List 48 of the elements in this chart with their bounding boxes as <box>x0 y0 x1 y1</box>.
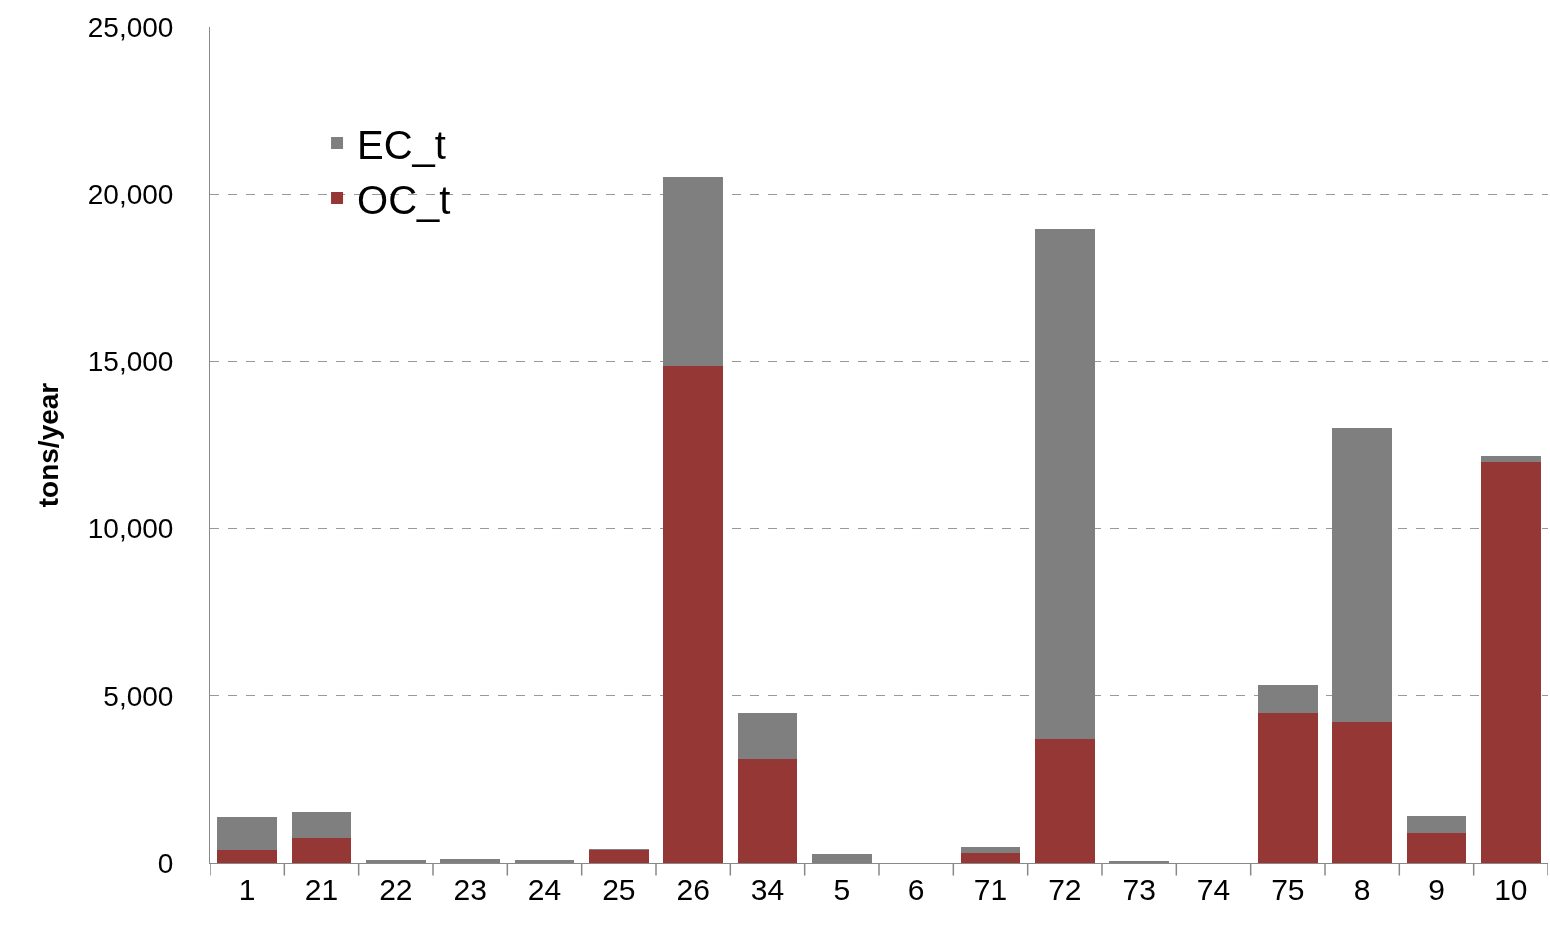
x-tick-label: 34 <box>750 873 785 906</box>
bar <box>1035 229 1095 739</box>
bar <box>1406 815 1467 833</box>
x-tick-label: 72 <box>1048 873 1082 906</box>
bar <box>737 759 798 863</box>
x-tick-label: 73 <box>1122 873 1156 906</box>
y-tick-label: 25,000 <box>87 11 174 43</box>
x-tick-label: 74 <box>1196 873 1231 906</box>
x-tick-label: 10 <box>1494 873 1528 906</box>
x-tick-label: 25 <box>602 873 636 906</box>
y-tick-label: 20,000 <box>87 179 174 210</box>
bar <box>663 366 723 863</box>
x-tick-label: 6 <box>907 873 925 906</box>
legend-label: EC_t <box>357 122 446 167</box>
bar <box>217 816 277 850</box>
x-tick-label: 1 <box>238 873 256 906</box>
y-tick-label: 0 <box>157 847 174 879</box>
bar <box>1258 684 1318 713</box>
bar <box>1258 712 1318 863</box>
bar <box>663 177 723 367</box>
x-tick-label: 22 <box>379 873 413 906</box>
bar <box>1035 738 1095 863</box>
bar <box>1481 462 1541 863</box>
bar <box>1406 832 1467 863</box>
bar <box>217 849 277 863</box>
y-tick-label: 15,000 <box>87 346 174 378</box>
bar <box>737 712 798 759</box>
x-tick-label: 21 <box>304 873 339 906</box>
legend-label: OC_t <box>357 177 451 222</box>
x-tick-label: 5 <box>833 873 851 906</box>
bar <box>1332 427 1392 722</box>
bar <box>291 837 352 863</box>
x-tick-label: 75 <box>1271 873 1305 906</box>
bar <box>1481 456 1541 463</box>
x-tick-label: 23 <box>453 873 487 906</box>
bar <box>589 849 649 863</box>
y-axis-title: tons/year <box>33 382 65 508</box>
x-tick-label: 8 <box>1353 873 1371 906</box>
x-tick-label: 24 <box>527 873 562 906</box>
y-tick-label: 5,000 <box>103 680 174 712</box>
y-tick-label: 10,000 <box>87 513 174 545</box>
x-tick-label: 26 <box>676 873 710 906</box>
x-tick-label: 71 <box>973 873 1008 906</box>
bar <box>291 811 352 838</box>
bar <box>960 846 1021 853</box>
x-tick-label: 9 <box>1428 873 1445 906</box>
bar <box>1332 721 1392 863</box>
bar <box>960 852 1021 863</box>
